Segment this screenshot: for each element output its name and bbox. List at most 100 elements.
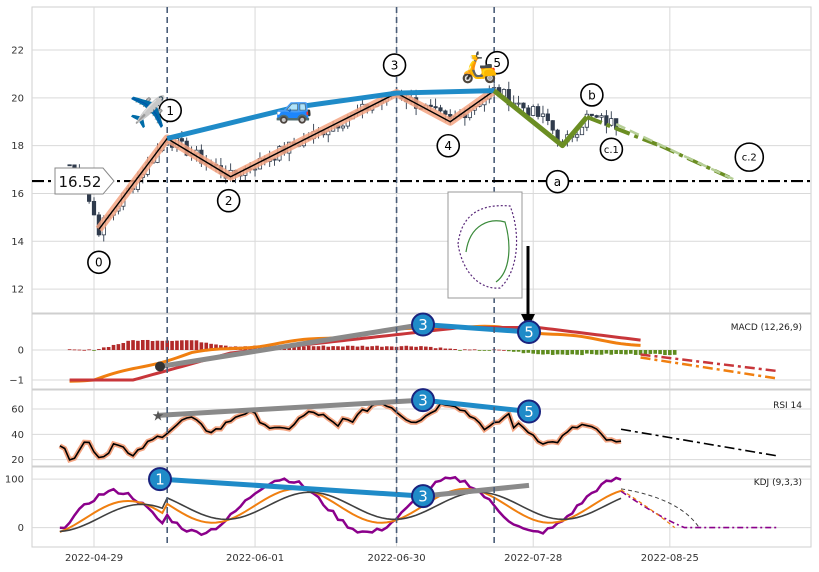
car-icon: 🚙 — [275, 90, 312, 125]
rsi-y-tick-label: 60 — [11, 405, 24, 416]
macd-histogram-bar — [165, 340, 169, 350]
macd-histogram-bar — [580, 350, 584, 356]
macd-histogram-bar — [672, 350, 677, 355]
wave-label-4-circle — [436, 133, 461, 158]
macd-bubble-3: 3 — [418, 316, 428, 334]
macd-histogram-bar — [433, 348, 438, 350]
kdj-bubble-1: 1 — [155, 471, 165, 489]
macd-histogram-bar — [658, 350, 662, 355]
macd-divergence-gray — [159, 322, 424, 369]
trend-line — [166, 88, 495, 141]
wave-label-3: 3 — [391, 58, 399, 72]
airplane-icon: ✈️ — [129, 93, 166, 130]
macd-histogram-bar — [550, 350, 555, 355]
macd-histogram-bar — [594, 350, 599, 355]
macd-y-tick-label: −1 — [9, 376, 24, 387]
macd-histogram-bar — [443, 348, 448, 350]
rsi-y-tick-label: 20 — [11, 455, 24, 466]
macd-bubble-5: 5 — [524, 324, 534, 342]
macd-histogram-bar — [497, 349, 501, 351]
wave-label-4: 4 — [444, 139, 452, 153]
kdj-bubble-1-circle — [148, 467, 172, 492]
macd-histogram-bar — [511, 350, 516, 352]
macd-histogram-bar — [531, 350, 535, 354]
inset-curve-b — [465, 220, 510, 283]
macd-histogram-bar — [448, 348, 453, 350]
inset-curve-a — [457, 205, 518, 289]
macd-histogram-bar — [541, 350, 545, 355]
macd-histogram-bar — [360, 345, 365, 350]
wave-label-3-circle — [382, 53, 407, 77]
macd-dea-projection — [640, 353, 778, 373]
macd-histogram-bar — [292, 346, 296, 350]
candle-body — [438, 107, 443, 112]
macd-panel-label: MACD (12,26,9) — [731, 323, 802, 333]
candle-body — [540, 113, 546, 117]
macd-histogram-bar — [560, 350, 565, 355]
rsi-star-icon: ★ — [152, 408, 165, 424]
candle-body — [579, 126, 585, 136]
macd-histogram-bar — [467, 349, 472, 351]
macd-histogram-bar — [653, 350, 657, 354]
rsi-divergence-blue — [422, 397, 530, 415]
macd-histogram-bar — [306, 345, 311, 350]
candle-body — [594, 115, 599, 118]
x-tick-label: 2022-04-29 — [65, 553, 123, 564]
correction-label-b-circle — [580, 83, 604, 107]
price-frame — [31, 6, 812, 314]
macd-histogram-bar — [472, 349, 477, 351]
macd-histogram-bar — [67, 349, 72, 351]
macd-histogram-bar — [101, 347, 106, 350]
candle-body — [91, 200, 97, 216]
macd-divergence-blue — [422, 322, 530, 335]
correction-label-c-2: c.2 — [742, 153, 757, 164]
candle-body — [516, 102, 521, 105]
macd-histogram-bar — [521, 350, 526, 354]
macd-histogram-bar — [136, 340, 140, 350]
macd-histogram-bar — [72, 349, 77, 351]
macd-histogram-bar — [121, 343, 126, 350]
macd-histogram-bar — [209, 343, 213, 350]
macd-histogram-bar — [609, 350, 614, 355]
macd-histogram-bar — [365, 346, 370, 350]
wave-label-5-circle — [485, 50, 509, 75]
macd-panel — [67, 322, 778, 383]
macd-histogram-bar — [599, 350, 604, 355]
candle-body — [599, 115, 604, 118]
macd-histogram-bar — [409, 346, 413, 350]
macd-histogram-bar — [331, 346, 335, 350]
rsi-panel: ★ — [58, 397, 778, 463]
kdj-divergence-gray — [422, 482, 530, 499]
macd-histogram-bar — [575, 350, 579, 355]
correction-projection — [586, 115, 661, 148]
candle-body — [340, 125, 345, 129]
macd-dif-projection — [640, 356, 778, 380]
macd-histogram-bar — [189, 340, 194, 350]
price-y-tick-label: 12 — [11, 285, 24, 296]
macd-histogram-bar — [97, 349, 101, 350]
macd-histogram-bar — [204, 342, 209, 350]
correction-path — [492, 88, 589, 149]
macd-histogram-bar — [482, 350, 487, 351]
macd-histogram-bar — [629, 350, 633, 354]
macd-histogram-bar — [516, 350, 521, 352]
macd-histogram-bar — [565, 350, 570, 355]
macd-histogram-bar — [438, 347, 443, 350]
macd-histogram-bar — [92, 350, 96, 351]
macd-histogram-bar — [487, 350, 492, 351]
macd-histogram-bar — [546, 350, 550, 355]
candle-body — [545, 113, 550, 121]
macd-histogram-bar — [643, 350, 648, 356]
macd-histogram-bar — [458, 350, 462, 351]
candle-body — [531, 106, 536, 116]
kdj-y-tick-label: 0 — [18, 523, 24, 534]
price-y-tick-label: 20 — [11, 93, 24, 104]
correction-label-c-1: c.1 — [604, 145, 619, 156]
macd-histogram-bar — [589, 350, 594, 355]
wave-path — [98, 90, 495, 230]
macd-y-tick-label: 0 — [18, 346, 24, 357]
kdj-d-line — [59, 491, 622, 533]
candle-body — [521, 102, 526, 109]
macd-histogram-bar — [214, 344, 218, 350]
